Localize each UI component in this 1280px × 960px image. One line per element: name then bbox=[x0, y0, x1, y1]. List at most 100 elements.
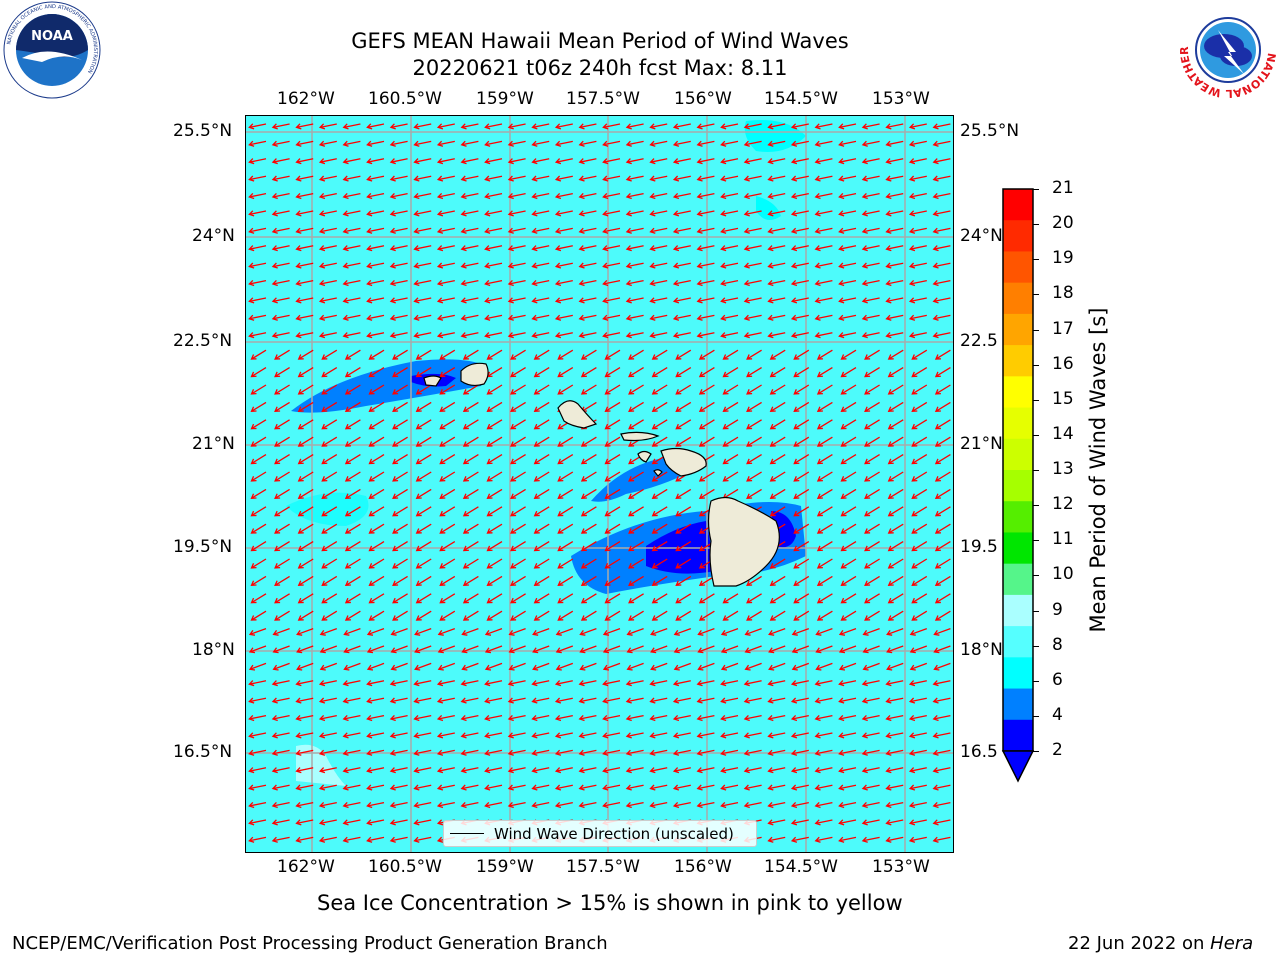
wind-arrow bbox=[602, 749, 621, 756]
wind-arrow bbox=[484, 297, 503, 304]
wind-arrow bbox=[602, 627, 621, 636]
wind-arrow bbox=[460, 732, 479, 739]
wind-arrow bbox=[793, 610, 810, 621]
wind-arrow bbox=[861, 680, 880, 687]
wind-arrow bbox=[248, 314, 267, 321]
wind-arrow bbox=[698, 384, 715, 395]
wind-arrow bbox=[909, 645, 928, 654]
colorbar-tick-label: 10 bbox=[1052, 564, 1074, 585]
wind-arrow bbox=[554, 714, 573, 722]
wind-arrow bbox=[769, 558, 786, 569]
lat-label-left: 16.5°N bbox=[173, 742, 233, 762]
colorbar-tick-mark bbox=[1033, 470, 1039, 471]
wind-arrow bbox=[413, 210, 432, 217]
colorbar-tick-label: 8 bbox=[1052, 634, 1063, 655]
wind-arrow bbox=[554, 192, 573, 200]
wind-arrow bbox=[578, 262, 597, 269]
wind-arrow bbox=[625, 697, 644, 704]
colorbar-band bbox=[1003, 345, 1033, 377]
lon-label-bottom: 157.5°W bbox=[566, 857, 640, 877]
wind-arrow bbox=[908, 749, 927, 756]
wind-arrow bbox=[790, 714, 809, 722]
wind-arrow bbox=[816, 506, 833, 517]
wind-arrow bbox=[557, 558, 574, 569]
wind-arrow bbox=[864, 506, 880, 517]
wind-arrow bbox=[816, 401, 833, 412]
lon-label-top: 157.5°W bbox=[566, 89, 640, 109]
wind-arrow bbox=[557, 349, 574, 360]
wind-arrow bbox=[436, 262, 455, 269]
wind-arrow bbox=[838, 279, 857, 287]
wind-arrow bbox=[602, 314, 621, 321]
wind-arrow bbox=[861, 175, 880, 182]
wind-arrow bbox=[743, 784, 762, 791]
wind-arrow bbox=[651, 506, 668, 517]
wind-arrow bbox=[790, 819, 809, 826]
wind-arrow bbox=[885, 123, 904, 130]
wind-arrow bbox=[720, 627, 739, 636]
wind-arrow bbox=[933, 645, 951, 654]
wind-arrow bbox=[675, 436, 692, 447]
wind-arrow bbox=[675, 506, 692, 517]
wind-arrow bbox=[838, 192, 857, 200]
wind-arrow bbox=[675, 367, 692, 378]
wind-arrow bbox=[297, 349, 314, 360]
colorbar-tick-label: 14 bbox=[1052, 423, 1074, 444]
wind-arrow bbox=[507, 714, 526, 722]
wind-arrow bbox=[932, 697, 951, 704]
wind-arrow bbox=[460, 140, 479, 147]
wind-arrow bbox=[389, 314, 408, 321]
wind-arrow bbox=[861, 749, 880, 756]
wind-arrow bbox=[743, 192, 762, 200]
wind-arrow bbox=[816, 384, 833, 395]
wind-arrow bbox=[439, 436, 456, 447]
noaa-logo: NOAA NATIONAL OCEANIC AND ATMOSPHERIC AD… bbox=[2, 0, 102, 100]
wind-arrow bbox=[838, 714, 857, 722]
wind-arrow bbox=[767, 140, 786, 147]
wind-arrow bbox=[342, 680, 361, 687]
wind-arrow bbox=[507, 158, 526, 165]
wind-arrow bbox=[602, 680, 621, 687]
wind-arrow bbox=[814, 819, 833, 826]
wind-arrow bbox=[507, 210, 526, 217]
wind-arrow bbox=[604, 506, 621, 517]
wind-arrow bbox=[861, 227, 880, 234]
wind-arrow bbox=[675, 558, 692, 569]
wind-arrow bbox=[343, 645, 361, 654]
wind-arrow bbox=[342, 332, 361, 339]
wind-arrow bbox=[720, 784, 739, 791]
wind-arrow bbox=[746, 593, 762, 604]
lon-label-top: 160.5°W bbox=[368, 89, 442, 109]
wind-arrow bbox=[389, 332, 408, 339]
wind-arrow bbox=[767, 749, 786, 756]
wind-arrow bbox=[790, 210, 809, 217]
wind-arrow bbox=[885, 749, 904, 756]
wind-arrow bbox=[533, 523, 550, 534]
wind-arrow bbox=[531, 245, 550, 252]
wind-arrow bbox=[533, 575, 550, 586]
wind-arrow bbox=[720, 645, 739, 654]
island-molokai bbox=[620, 431, 660, 442]
wind-arrow bbox=[389, 279, 408, 287]
wind-arrow bbox=[532, 627, 550, 636]
wind-arrow bbox=[743, 123, 762, 130]
wind-arrow bbox=[531, 714, 550, 722]
colorbar-tick-label: 12 bbox=[1052, 494, 1074, 515]
wind-arrow bbox=[672, 697, 691, 704]
wind-arrow bbox=[436, 192, 455, 200]
wind-arrow bbox=[861, 714, 880, 722]
nws-logo: NATIONAL WEATHER SERVICE bbox=[1174, 0, 1278, 100]
wind-arrow bbox=[296, 627, 314, 636]
wind-arrow bbox=[344, 349, 361, 360]
wind-arrow bbox=[531, 314, 550, 321]
colorbar-tick-label: 15 bbox=[1052, 388, 1074, 409]
colorbar-tick-label: 2 bbox=[1052, 740, 1063, 760]
wind-arrow bbox=[368, 436, 385, 447]
wind-arrow bbox=[743, 767, 762, 774]
wind-arrow bbox=[321, 349, 338, 360]
colorbar-band bbox=[1003, 501, 1033, 533]
wind-arrow bbox=[814, 158, 833, 165]
wind-arrow bbox=[864, 471, 880, 482]
wind-arrow bbox=[368, 558, 385, 569]
wind-arrow bbox=[934, 488, 951, 499]
